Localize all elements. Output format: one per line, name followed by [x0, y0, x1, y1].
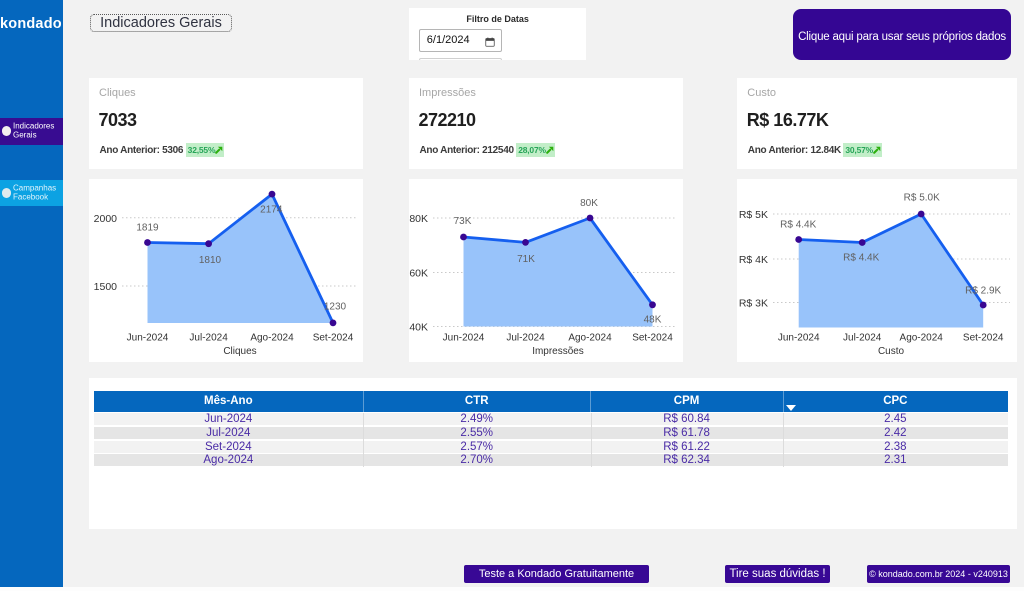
svg-text:R$ 4.4K: R$ 4.4K — [780, 219, 816, 230]
svg-text:73K: 73K — [454, 216, 472, 227]
svg-text:Ago-2024: Ago-2024 — [250, 333, 294, 344]
svg-text:Jul-2024: Jul-2024 — [843, 332, 882, 343]
svg-text:Jul-2024: Jul-2024 — [189, 333, 228, 344]
svg-text:Jul-2024: Jul-2024 — [506, 332, 545, 343]
svg-text:2000: 2000 — [94, 213, 118, 225]
svg-text:1819: 1819 — [136, 223, 159, 234]
svg-text:Jun-2024: Jun-2024 — [778, 332, 820, 343]
svg-text:1230: 1230 — [324, 302, 347, 313]
svg-text:R$ 3K: R$ 3K — [739, 298, 768, 309]
svg-text:Jun-2024: Jun-2024 — [443, 332, 485, 343]
svg-text:2174: 2174 — [260, 205, 283, 216]
svg-text:Ago-2024: Ago-2024 — [568, 332, 612, 343]
svg-text:R$ 4.4K: R$ 4.4K — [843, 253, 879, 264]
svg-text:80K: 80K — [409, 214, 428, 225]
svg-text:Impressões: Impressões — [532, 346, 584, 357]
svg-text:60K: 60K — [409, 268, 428, 279]
svg-text:Ago-2024: Ago-2024 — [900, 332, 944, 343]
svg-text:R$ 2.9K: R$ 2.9K — [965, 286, 1001, 297]
svg-text:R$ 5K: R$ 5K — [739, 210, 768, 221]
svg-text:48K: 48K — [644, 314, 662, 325]
svg-text:80K: 80K — [580, 198, 598, 209]
svg-text:Custo: Custo — [878, 346, 905, 357]
svg-text:Set-2024: Set-2024 — [313, 333, 354, 344]
svg-text:1810: 1810 — [199, 255, 222, 266]
svg-text:R$ 4K: R$ 4K — [739, 255, 768, 266]
svg-text:Set-2024: Set-2024 — [963, 332, 1004, 343]
svg-text:40K: 40K — [409, 322, 428, 333]
svg-text:R$ 5.0K: R$ 5.0K — [904, 193, 940, 204]
svg-text:Set-2024: Set-2024 — [632, 332, 673, 343]
svg-text:71K: 71K — [517, 254, 535, 265]
svg-text:1500: 1500 — [94, 281, 118, 293]
svg-text:Cliques: Cliques — [223, 346, 256, 357]
svg-text:Jun-2024: Jun-2024 — [127, 333, 169, 344]
